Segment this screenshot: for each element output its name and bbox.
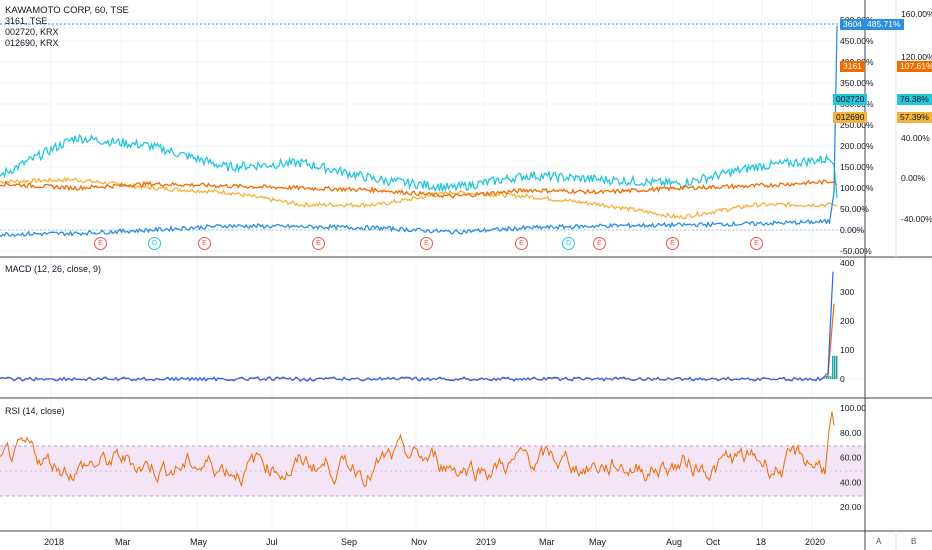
price-axis-tick: 450.00% <box>840 36 874 46</box>
price-tag-value-002720: 76.38% <box>897 94 932 105</box>
legend-symbol-012690[interactable]: 012690, KRX <box>5 38 59 48</box>
dividend-marker[interactable]: D <box>562 237 575 250</box>
x-axis-label: Oct <box>706 537 721 547</box>
grid-lines <box>0 0 865 531</box>
earnings-marker[interactable]: E <box>593 237 606 250</box>
rsi-legend[interactable]: RSI (14, close) <box>5 406 65 416</box>
dividend-marker[interactable]: D <box>148 237 161 250</box>
price-tag-value-3161: 107.61% <box>897 61 932 72</box>
x-axis-label: May <box>589 537 607 547</box>
earnings-marker[interactable]: E <box>312 237 325 250</box>
x-axis-label: 2020 <box>805 537 826 547</box>
macd-histogram-bar <box>830 376 832 379</box>
macd-legend[interactable]: MACD (12, 26, close, 9) <box>5 264 102 274</box>
earnings-marker[interactable]: E <box>198 237 211 250</box>
x-axis-label: May <box>190 537 208 547</box>
price-tag-value-3604: 485.71% <box>864 19 904 30</box>
macd-histogram-bar <box>832 355 834 379</box>
macd-histogram-bar <box>834 355 836 379</box>
percent-axis-tick: -40.00% <box>901 214 932 224</box>
main-legend[interactable]: KAWAMOTO CORP, 60, TSE 3161, TSE 002720,… <box>5 5 129 49</box>
x-axis-label: Nov <box>411 537 428 547</box>
x-axis-label: Jul <box>266 537 278 547</box>
price-axis-tick: 350.00% <box>840 78 874 88</box>
price-axis-tick: 0.00% <box>840 225 865 235</box>
macd-signal-line <box>0 303 835 381</box>
rsi-axis-tick: 100.00 <box>840 403 866 413</box>
rsi-axis-tick: 60.00 <box>840 453 862 463</box>
price-tag-label-002720: 002720 <box>833 94 868 105</box>
x-axis-label: Sep <box>341 537 358 547</box>
price-axis-tick: 200.00% <box>840 141 874 151</box>
x-axis-label: 2018 <box>44 537 65 547</box>
macd-axis-tick: 0 <box>840 374 845 384</box>
x-axis-label: Aug <box>666 537 683 547</box>
rsi-series <box>0 411 835 488</box>
macd-axis-tick: 400 <box>840 258 854 268</box>
price-axis-tick: 150.00% <box>840 162 874 172</box>
price-tag-label-012690: 012690 <box>833 112 868 123</box>
price-series <box>0 25 838 237</box>
series-line-002720 <box>0 133 838 198</box>
series-line-3161 <box>0 179 838 200</box>
main-legend-title: KAWAMOTO CORP, 60, TSE <box>5 5 129 16</box>
price-axis-tick: -50.00% <box>840 246 872 256</box>
price-axis-tick: 100.00% <box>840 183 874 193</box>
price-axis-tick: 250.00% <box>840 120 874 130</box>
macd-line <box>0 271 834 382</box>
legend-symbol-002720[interactable]: 002720, KRX <box>5 27 59 37</box>
macd-histogram-bar <box>836 355 838 379</box>
macd-series <box>0 271 838 382</box>
price-axis-tick: 50.00% <box>840 204 869 214</box>
macd-axis-tick: 100 <box>840 345 854 355</box>
price-tag-label-3604: 3604 <box>840 19 865 30</box>
macd-histogram-bar <box>828 376 830 379</box>
earnings-marker[interactable]: E <box>420 237 433 250</box>
price-axis[interactable]: 500.00%450.00%400.00%350.00%300.00%250.0… <box>840 9 932 512</box>
macd-histogram-bar <box>826 376 828 379</box>
settings-button[interactable]: B <box>911 537 917 546</box>
legend-symbol-3161[interactable]: 3161, TSE <box>5 16 48 26</box>
percent-axis-tick: 0.00% <box>901 173 926 183</box>
series-line-012690 <box>0 176 838 220</box>
x-axis-label: 18 <box>756 537 767 547</box>
x-axis-label: Mar <box>115 537 131 547</box>
price-tag-label-3161: 3161 <box>840 61 865 72</box>
auto-scale-button[interactable]: A <box>876 537 882 546</box>
earnings-marker[interactable]: E <box>94 237 107 250</box>
rsi-axis-tick: 40.00 <box>840 477 862 487</box>
percent-axis-tick: 120.00% <box>901 52 932 62</box>
percent-axis-tick: 160.00% <box>901 9 932 19</box>
macd-axis-tick: 300 <box>840 287 854 297</box>
earnings-marker[interactable]: E <box>666 237 679 250</box>
rsi-axis-tick: 80.00 <box>840 428 862 438</box>
rsi-line <box>0 411 835 488</box>
x-axis-label: 2019 <box>476 537 497 547</box>
percent-axis-tick: 40.00% <box>901 133 930 143</box>
series-line-3604 <box>0 25 838 237</box>
rsi-axis-tick: 20.00 <box>840 502 862 512</box>
price-tag-value-012690: 57.39% <box>897 112 932 123</box>
earnings-marker[interactable]: E <box>515 237 528 250</box>
earnings-marker[interactable]: E <box>750 237 763 250</box>
macd-axis-tick: 200 <box>840 316 854 326</box>
x-axis-label: Mar <box>539 537 555 547</box>
